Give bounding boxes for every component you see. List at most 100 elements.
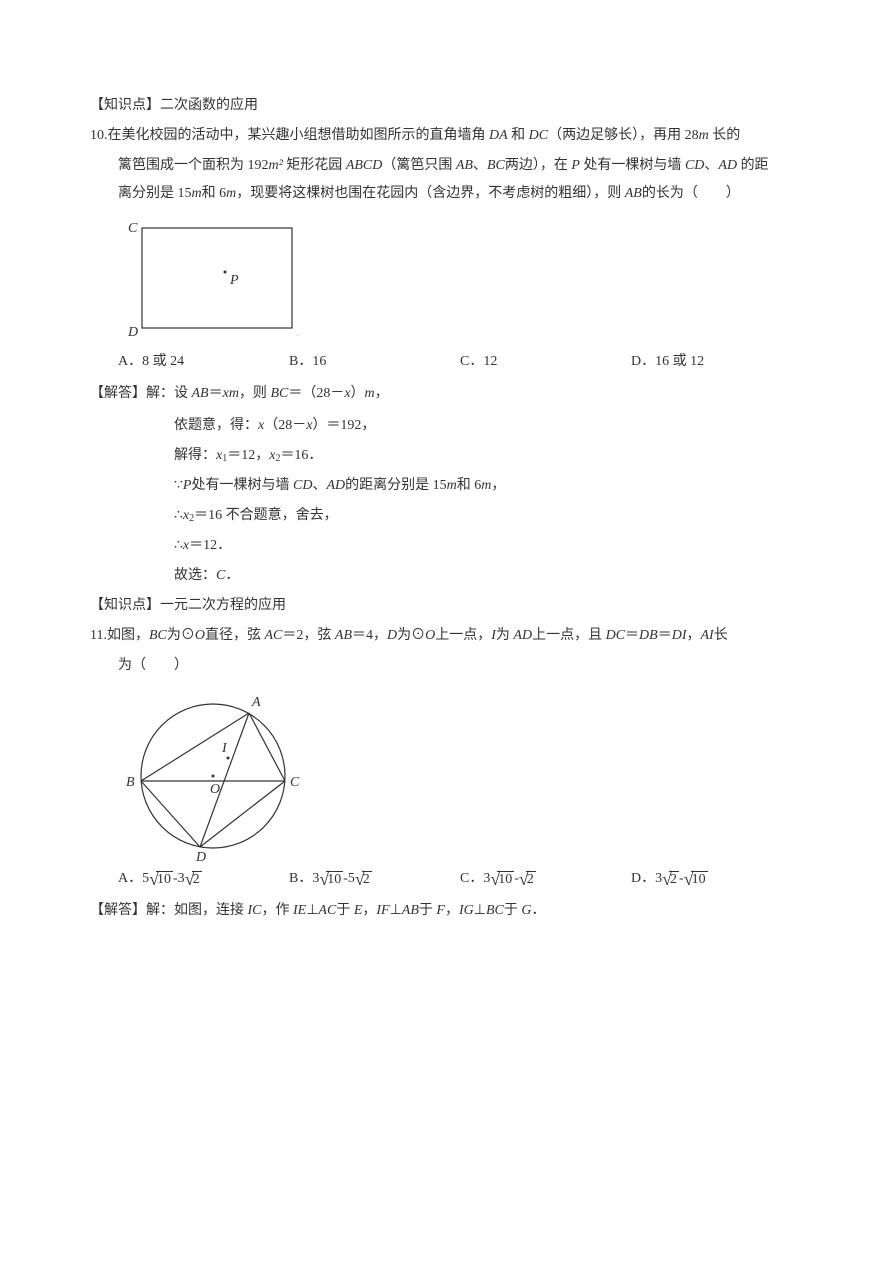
a11-prefix: 【解答】 bbox=[90, 903, 146, 918]
sqrt-icon: √2 bbox=[519, 870, 536, 888]
sqrt-icon: √2 bbox=[355, 870, 372, 888]
a10-l4d: 的距离分别是 15 bbox=[345, 478, 447, 493]
q10-m3: m bbox=[192, 186, 202, 201]
q11-o2: O bbox=[425, 628, 435, 643]
q10-l2a: 篱笆围成一个面积为 192 bbox=[118, 158, 269, 173]
q10-ad: AD bbox=[718, 158, 737, 173]
q10-m2: m² bbox=[269, 158, 283, 173]
q11-d: D bbox=[387, 628, 397, 643]
q10-l3c: ，现要将这棵树也围在花园内（含边界，不考虑树的粗细），则 bbox=[236, 186, 625, 201]
q11-ad: AD bbox=[513, 628, 532, 643]
q10-l3a: 离分别是 15 bbox=[118, 186, 192, 201]
a10-l1d: ＝（28－ bbox=[288, 386, 344, 401]
a10-l5a: ∴ bbox=[174, 508, 183, 523]
a10-l4c: 、 bbox=[312, 478, 326, 493]
q10-text-1c: （两边足够长），再用 28 bbox=[548, 128, 699, 143]
q11-c-r2: 2 bbox=[526, 871, 536, 887]
a11-t10: 于 bbox=[504, 903, 522, 918]
q10-l2d: 、 bbox=[473, 158, 487, 173]
a11-ig: IG bbox=[459, 903, 474, 918]
q11-opt-d: D．3√2-√10 bbox=[631, 865, 802, 893]
svg-text:D: D bbox=[195, 850, 206, 861]
q10-num: 10. bbox=[90, 128, 108, 143]
sqrt-icon: √10 bbox=[490, 870, 514, 888]
q10-p: P bbox=[571, 158, 580, 173]
q11-l1k: ＝ bbox=[658, 628, 672, 643]
q10-l2c: （篱笆只围 bbox=[382, 158, 456, 173]
a10-l6b: ＝12． bbox=[189, 538, 231, 553]
a10-l1f: ， bbox=[375, 386, 389, 401]
q11-l1m: 长 bbox=[714, 628, 728, 643]
svg-text:C: C bbox=[290, 775, 300, 790]
a11-f: F bbox=[436, 903, 445, 918]
svg-text:O: O bbox=[210, 782, 220, 797]
q11-opt-c: C．3√10-√2 bbox=[460, 865, 631, 893]
q11-b-minus: -5 bbox=[343, 871, 355, 886]
q11-l1d: ＝2，弦 bbox=[282, 628, 335, 643]
q11-c-pre: C． bbox=[460, 871, 483, 886]
a10-l7b: ． bbox=[225, 568, 239, 583]
q11-l2a: 为（ ） bbox=[118, 658, 188, 673]
a10-m: m bbox=[365, 386, 375, 401]
q11-ab: AB bbox=[335, 628, 352, 643]
a10-cd: CD bbox=[293, 478, 312, 493]
a10-bc: BC bbox=[270, 386, 288, 401]
q11-bc: BC bbox=[149, 628, 167, 643]
q11-b-pre: B． bbox=[289, 871, 312, 886]
q11-d-pre: D． bbox=[631, 871, 655, 886]
q10-l3d: 的长为（ ） bbox=[642, 186, 740, 201]
a10-line3: 解得：x1＝12，x2＝16． bbox=[174, 442, 802, 470]
q11-l1l: ， bbox=[687, 628, 701, 643]
a10-l1a: 解：设 bbox=[146, 386, 192, 401]
question-10: 10.在美化校园的活动中，某兴趣小组想借助如图所示的直角墙角 DA 和 DC（两… bbox=[90, 122, 802, 150]
q10-bc: BC bbox=[487, 158, 505, 173]
a10-l4b: 处有一棵树与墙 bbox=[191, 478, 293, 493]
q10-diagram: CBDAP bbox=[118, 214, 802, 344]
q11-l1j: ＝ bbox=[625, 628, 639, 643]
q10-ab2: AB bbox=[625, 186, 642, 201]
q10-m4: m bbox=[226, 186, 236, 201]
svg-text:A: A bbox=[251, 695, 261, 710]
q11-options: A．5√10-3√2 B．3√10-5√2 C．3√10-√2 D．3√2-√1… bbox=[118, 865, 802, 893]
a11-t2: ，作 bbox=[262, 903, 294, 918]
a10-l1e: ） bbox=[351, 386, 365, 401]
q11-d-coef: 3 bbox=[655, 871, 662, 886]
q11-db: DB bbox=[639, 628, 658, 643]
sqrt-icon: √10 bbox=[149, 870, 173, 888]
a10-l2b: （28－ bbox=[264, 418, 306, 433]
svg-text:D: D bbox=[127, 325, 138, 340]
a10-line7: 故选：C． bbox=[174, 562, 802, 590]
q10-opt-b: B．16 bbox=[289, 348, 460, 376]
a10-l7: 故选： bbox=[174, 568, 216, 583]
q10-text-1b: 和 bbox=[508, 128, 529, 143]
a10-l6a: ∴ bbox=[174, 538, 183, 553]
a10-line4: ∵P处有一棵树与墙 CD、AD的距离分别是 15m和 6m， bbox=[174, 472, 802, 500]
q10-cd: CD bbox=[685, 158, 704, 173]
q11-d-r1: 2 bbox=[669, 871, 679, 887]
q10-l2g: 、 bbox=[704, 158, 718, 173]
q11-c-coef: 3 bbox=[483, 871, 490, 886]
q10-l2b: 矩形花园 bbox=[283, 158, 346, 173]
sqrt-icon: √2 bbox=[185, 870, 202, 888]
svg-text:A: A bbox=[297, 325, 298, 340]
q10-options: A．8 或 24 B．16 C．12 D．16 或 12 bbox=[118, 348, 802, 376]
a11-t6: ⊥ bbox=[390, 903, 402, 918]
q10-dc: DC bbox=[529, 128, 548, 143]
rectangle-diagram: CBDAP bbox=[118, 214, 298, 344]
a11-bc2: BC bbox=[486, 903, 504, 918]
q10-opt-a: A．8 或 24 bbox=[118, 348, 289, 376]
q11-d-r2: 10 bbox=[691, 871, 708, 887]
q10-opt-d: D．16 或 12 bbox=[631, 348, 802, 376]
circle-diagram: ABCDIO bbox=[118, 686, 308, 861]
q11-a-pre: A． bbox=[118, 871, 142, 886]
a11-ac: AC bbox=[318, 903, 336, 918]
a10-m2: m bbox=[481, 478, 491, 493]
q11-b-r2: 2 bbox=[362, 871, 372, 887]
a10-ad: AD bbox=[326, 478, 345, 493]
q10-abcd: ABCD bbox=[346, 158, 383, 173]
a10-m1: m bbox=[447, 478, 457, 493]
q10-ab: AB bbox=[456, 158, 473, 173]
a11-t8: ， bbox=[445, 903, 459, 918]
knowledge-point-1: 【知识点】二次函数的应用 bbox=[90, 92, 802, 120]
a10-prefix: 【解答】 bbox=[90, 386, 146, 401]
